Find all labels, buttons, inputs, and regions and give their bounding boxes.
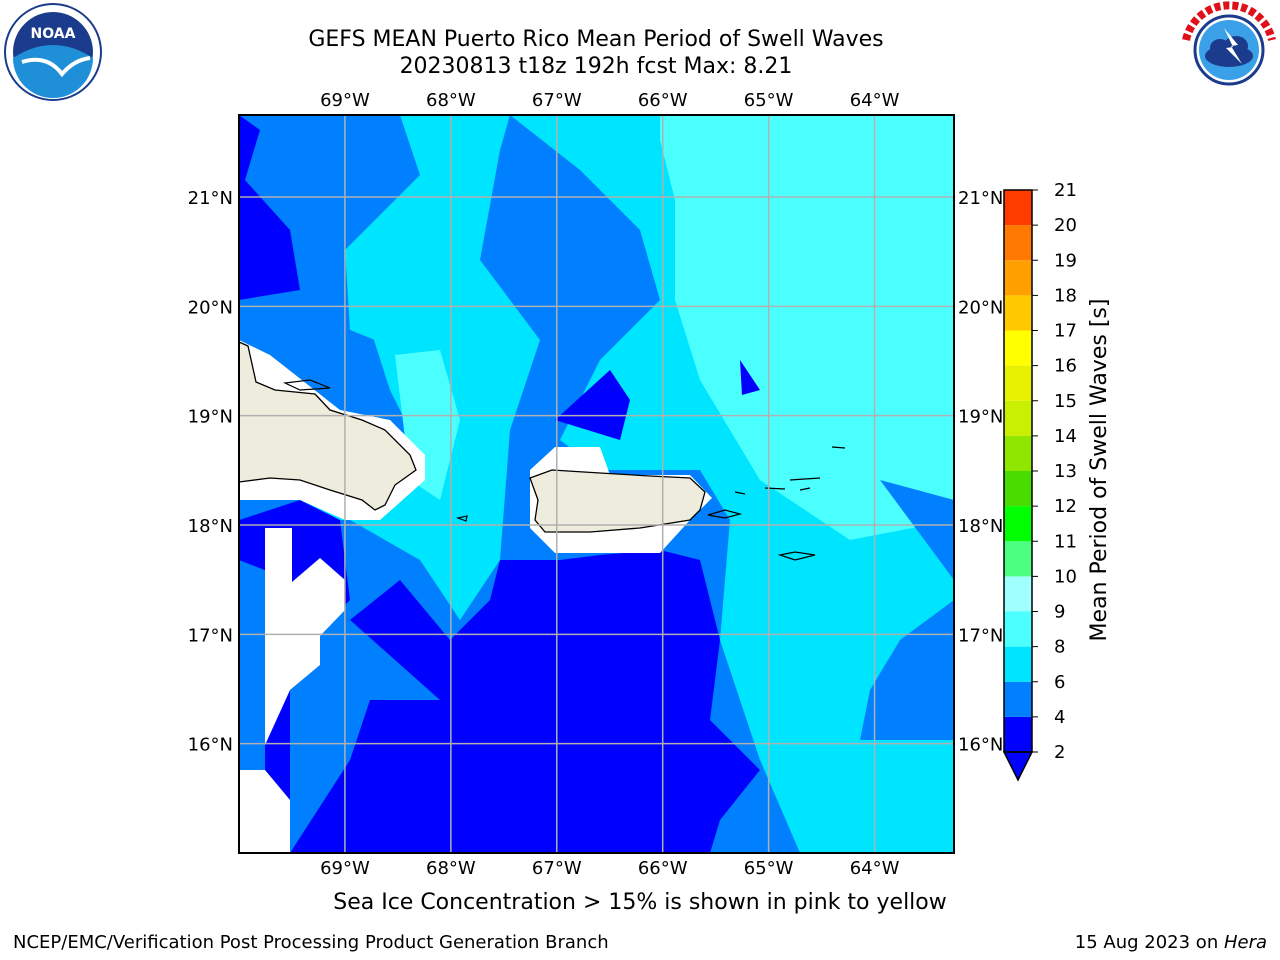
lat-labels-right: 21°N 20°N 19°N 18°N 17°N 16°N [958,188,1003,756]
lon-tick-label: 65°W [744,90,794,111]
map-plot-area [239,115,954,853]
colorbar-segment [1004,716,1032,752]
colorbar-tick-label: 9 [1054,602,1065,623]
lon-tick-label: 67°W [532,90,582,111]
lon-labels-top: 69°W 68°W 67°W 66°W 65°W 64°W [320,90,900,111]
colorbar-tick-label: 8 [1054,637,1065,658]
footer-host: Hera [1223,932,1267,953]
colorbar-segment [1004,576,1032,612]
colorbar-tick-label: 11 [1054,531,1077,552]
lon-tick-label: 68°W [426,858,476,879]
lat-tick-label-right: 17°N [958,625,1003,646]
lat-tick-label-right: 21°N [958,188,1003,209]
colorbar-segment [1004,646,1032,682]
colorbar-tick-label: 15 [1054,391,1077,412]
colorbar-label: Mean Period of Swell Waves [s] [1087,299,1112,642]
colorbar-tick-label: 20 [1054,215,1077,236]
lat-tick-label: 17°N [188,625,233,646]
colorbar-segment [1004,541,1032,577]
field-2-4-east [860,480,954,740]
noaa-logo-text: NOAA [31,26,76,42]
colorbar-segment [1004,681,1032,717]
lon-tick-label: 64°W [850,90,900,111]
colorbar-segment [1004,260,1032,296]
field-4-6-patch [345,180,440,350]
lat-tick-label: 18°N [188,516,233,537]
colorbar-segment [1004,330,1032,366]
chart-subtitle: 20230813 t18z 192h fcst Max: 8.21 [399,54,793,79]
colorbar-tick-label: 14 [1054,426,1077,447]
colorbar-extend-arrow [1002,751,1034,782]
colorbar-segment [1004,295,1032,331]
lon-tick-label: 68°W [426,90,476,111]
lon-tick-label: 69°W [320,858,370,879]
colorbar-segment [1004,190,1032,226]
land-hispaniola [239,341,417,511]
footer-branch: NCEP/EMC/Verification Post Processing Pr… [13,932,609,953]
field-below-2 [239,115,760,853]
lon-tick-label: 64°W [850,858,900,879]
colorbar-tick-label: 10 [1054,566,1077,587]
lon-tick-label: 65°W [744,858,794,879]
lat-tick-label: 16°N [188,735,233,756]
colorbar-segment [1004,225,1032,261]
map-frame [238,114,955,854]
lat-tick-label: 19°N [188,407,233,428]
lat-tick-label: 20°N [188,297,233,318]
land-puerto-rico [529,469,706,533]
no-data-region [239,528,345,853]
lat-tick-label-right: 19°N [958,407,1003,428]
colorbar-tick-label: 16 [1054,356,1077,377]
lon-labels-bottom: 69°W 68°W 67°W 66°W 65°W 64°W [320,858,900,879]
gridlines [239,115,954,853]
colorbar-tick-label: 21 [1054,180,1077,201]
colorbar-tick-label: 4 [1054,707,1065,728]
colorbar-tick-label: 2 [1054,742,1065,763]
sea-ice-caption: Sea Ice Concentration > 15% is shown in … [333,890,947,915]
colorbar-tick-label: 19 [1054,250,1077,271]
colorbar-segment [1004,611,1032,647]
footer-date-text: 15 Aug 2023 on [1074,932,1224,953]
lat-labels-left: 21°N 20°N 19°N 18°N 17°N 16°N [188,188,233,756]
colorbar-segment [1004,435,1032,471]
colorbar-segment [1004,506,1032,542]
lat-tick-label: 21°N [188,188,233,209]
colorbar-tick-label: 6 [1054,672,1065,693]
colorbar-tick-label: 12 [1054,496,1077,517]
lon-tick-label: 69°W [320,90,370,111]
nws-logo [1181,1,1277,98]
noaa-logo: NOAA [4,3,102,101]
colorbar-tick-label: 17 [1054,321,1077,342]
chart-title: GEFS MEAN Puerto Rico Mean Period of Swe… [308,27,884,52]
colorbar-segment [1004,400,1032,436]
lon-tick-label: 66°W [638,858,688,879]
lat-tick-label-right: 18°N [958,516,1003,537]
colorbar-segment [1004,365,1032,401]
lon-tick-label: 67°W [532,858,582,879]
lon-tick-label: 66°W [638,90,688,111]
colorbar-segment [1004,471,1032,507]
lat-tick-label-right: 20°N [958,297,1003,318]
colorbar-tick-label: 18 [1054,285,1077,306]
footer-date: 15 Aug 2023 on Hera [1075,932,1267,953]
colorbar: 2 4 6 8 9 10 11 12 13 14 15 16 17 18 19 20 21 [1002,180,1077,782]
colorbar-tick-label: 13 [1054,461,1077,482]
lat-tick-label-right: 16°N [958,735,1003,756]
land-virgin-islands [282,379,846,561]
